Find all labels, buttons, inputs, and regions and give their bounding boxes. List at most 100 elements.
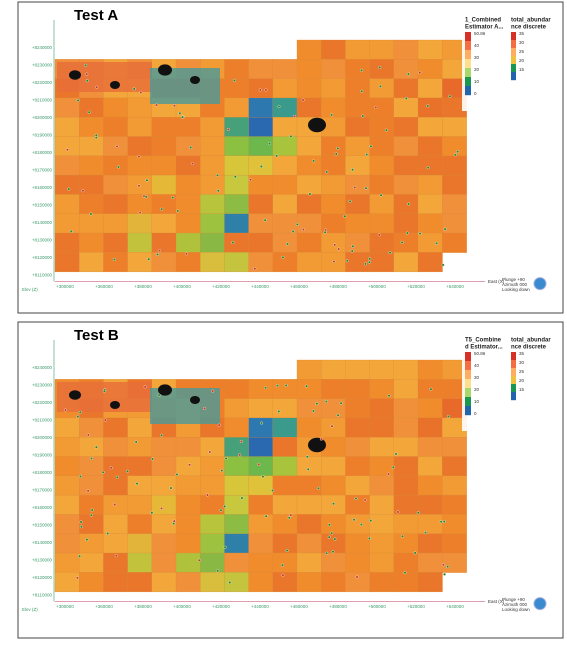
sample-point xyxy=(84,63,88,67)
block-cell xyxy=(272,78,298,99)
y-axis-label: +8240000 xyxy=(32,365,53,370)
sample-point xyxy=(369,519,373,523)
block-cell xyxy=(79,213,104,234)
terrain-pit xyxy=(110,81,120,89)
sample-point xyxy=(391,465,395,469)
sample-point xyxy=(361,114,365,118)
block-cell xyxy=(296,59,322,80)
block-cell xyxy=(175,213,201,234)
view-label: Plunge +90 xyxy=(502,597,525,602)
sample-point xyxy=(95,85,99,89)
block-cell xyxy=(248,379,274,400)
sample-point xyxy=(306,467,310,471)
block-cell xyxy=(393,514,419,535)
sample-point xyxy=(333,537,337,541)
block-cell xyxy=(345,97,371,118)
y-axis-label: +8210000 xyxy=(32,418,53,423)
compass xyxy=(533,597,547,611)
block-cell xyxy=(79,533,104,554)
x-axis-label: +400000 xyxy=(173,604,191,609)
block-cell xyxy=(79,97,104,118)
legend-title: total_abundar xyxy=(511,18,551,24)
block-cell xyxy=(321,155,346,176)
sample-point xyxy=(69,229,73,233)
block-cell xyxy=(103,232,129,253)
sample-point xyxy=(405,231,409,235)
sample-point xyxy=(109,466,113,470)
legend-swatch xyxy=(465,370,471,380)
legend-swatch xyxy=(511,376,516,385)
block-cell xyxy=(345,174,371,195)
block-cell xyxy=(272,475,298,496)
sample-point xyxy=(360,89,364,93)
block-cell xyxy=(248,174,274,195)
sample-point xyxy=(337,247,341,251)
legend-tick: 0 xyxy=(474,91,477,96)
sample-point xyxy=(323,230,327,234)
sample-point xyxy=(327,535,331,539)
sample-point xyxy=(325,170,329,174)
block-cell xyxy=(296,213,322,234)
block-cell xyxy=(393,398,419,419)
block-cell xyxy=(127,97,153,118)
sample-point xyxy=(78,554,82,558)
sample-point xyxy=(263,218,267,222)
block-cell xyxy=(345,533,371,554)
sample-point xyxy=(336,413,340,417)
y-axis-label: +8220000 xyxy=(32,80,53,85)
sample-point xyxy=(365,153,369,157)
block-cell xyxy=(200,213,225,234)
sample-point xyxy=(441,263,445,267)
x-axis-label: +360000 xyxy=(95,604,113,609)
block-cell xyxy=(200,533,225,554)
block-cell xyxy=(321,194,346,215)
block-cell xyxy=(127,572,153,593)
sample-point xyxy=(78,410,82,414)
sample-point xyxy=(333,243,337,247)
block-cell xyxy=(224,59,250,80)
sample-point xyxy=(350,249,354,253)
block-cell xyxy=(296,379,322,400)
block-cell xyxy=(321,59,346,80)
block-cell xyxy=(393,437,419,457)
sample-point xyxy=(386,472,390,476)
legend-tick: 20 xyxy=(474,387,480,392)
block-cell xyxy=(248,398,274,419)
block-cell xyxy=(127,194,153,215)
block-cell xyxy=(296,97,322,118)
block-cell xyxy=(54,417,80,438)
block-cell xyxy=(175,136,201,157)
block-cell xyxy=(103,572,129,593)
block-cell xyxy=(345,514,371,535)
legend-swatch xyxy=(465,361,471,371)
block-cell xyxy=(79,194,104,215)
east-label: East (X) xyxy=(488,279,505,284)
block-cell xyxy=(321,174,346,195)
y-axis-label: +8230000 xyxy=(32,63,53,68)
block-cell xyxy=(272,417,298,438)
block-cell xyxy=(272,59,298,80)
sample-point xyxy=(339,401,343,405)
block-cell xyxy=(175,155,201,176)
sample-point xyxy=(379,193,383,197)
block-cell xyxy=(224,174,250,195)
block-cell xyxy=(175,232,201,253)
sample-point xyxy=(404,96,408,100)
legend-swatch xyxy=(511,384,516,393)
block-cell xyxy=(442,533,467,554)
block-cell xyxy=(151,475,177,496)
sample-point xyxy=(85,538,89,542)
legend-tick: 50.86 xyxy=(474,351,486,356)
block-cell xyxy=(127,232,153,253)
sample-point xyxy=(394,452,398,456)
x-axis-label: +500000 xyxy=(368,604,386,609)
block-cell xyxy=(369,155,395,176)
x-axis-label: +420000 xyxy=(212,284,230,289)
block-cell xyxy=(345,456,371,477)
y-axis-label: +8170000 xyxy=(32,168,53,173)
block-cell xyxy=(200,552,225,573)
block-cell xyxy=(417,213,443,234)
sample-point xyxy=(327,523,331,527)
sample-point xyxy=(145,178,149,182)
legend-tick: 15 xyxy=(519,387,525,392)
